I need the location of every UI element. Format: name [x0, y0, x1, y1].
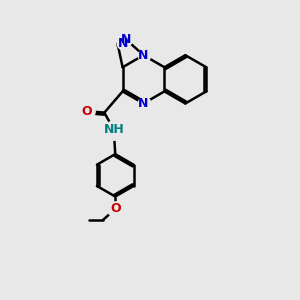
Text: NH: NH — [103, 123, 124, 136]
Text: N: N — [138, 97, 149, 110]
Text: O: O — [110, 202, 121, 215]
Text: N: N — [120, 32, 131, 46]
Text: O: O — [81, 105, 92, 118]
Text: N: N — [118, 37, 128, 50]
Text: N: N — [138, 49, 149, 62]
